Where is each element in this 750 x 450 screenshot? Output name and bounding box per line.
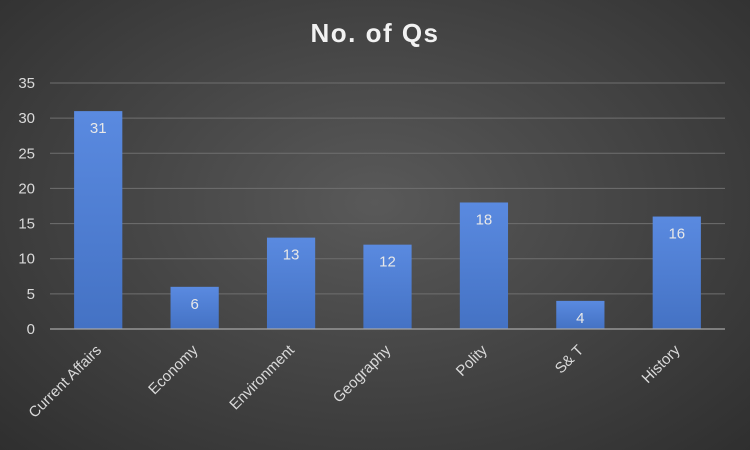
bar-environment bbox=[266, 237, 316, 329]
y-tick-label: 20 bbox=[18, 180, 35, 197]
x-tick-label: Polity bbox=[453, 341, 491, 379]
y-tick-label: 30 bbox=[18, 110, 35, 127]
x-tick-label: Economy bbox=[145, 341, 202, 398]
data-label: 6 bbox=[190, 296, 198, 313]
chart-title: No. of Qs bbox=[310, 18, 440, 48]
data-label: 31 bbox=[90, 120, 107, 137]
bar-geography bbox=[363, 244, 412, 329]
y-axis-ticks: 0 5 10 15 20 25 30 35 bbox=[18, 75, 35, 338]
y-tick-label: 25 bbox=[18, 145, 35, 162]
x-tick-label: Current Affairs bbox=[25, 342, 105, 422]
x-axis-ticks: Current Affairs Economy Environment Geograp… bbox=[25, 341, 684, 421]
x-tick-label: S& T bbox=[552, 342, 587, 377]
data-label: 13 bbox=[283, 247, 300, 264]
bars bbox=[74, 111, 701, 329]
y-tick-label: 0 bbox=[27, 321, 35, 338]
data-label: 4 bbox=[576, 310, 584, 327]
x-tick-label: History bbox=[639, 341, 684, 386]
bar-economy bbox=[170, 286, 219, 329]
x-tick-label: Environment bbox=[226, 341, 298, 413]
y-tick-label: 5 bbox=[27, 286, 35, 303]
bar-s-t bbox=[556, 300, 605, 329]
x-tick-label: Geography bbox=[330, 341, 395, 406]
y-tick-label: 35 bbox=[18, 75, 35, 92]
data-label: 16 bbox=[668, 226, 685, 243]
data-labels: 31 6 13 12 18 4 16 bbox=[90, 120, 685, 327]
y-tick-label: 15 bbox=[18, 216, 35, 233]
data-label: 12 bbox=[379, 254, 396, 271]
bar-history bbox=[652, 216, 701, 329]
y-tick-label: 10 bbox=[18, 251, 35, 268]
bar-current-affairs bbox=[74, 111, 123, 329]
bar-polity bbox=[459, 202, 509, 329]
data-label: 18 bbox=[476, 211, 493, 228]
